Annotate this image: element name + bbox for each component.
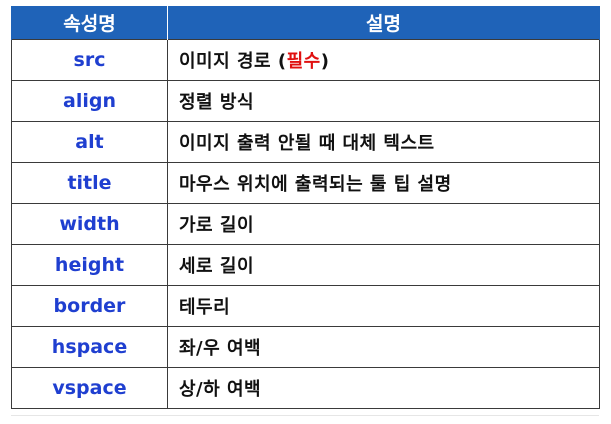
description-cell: 이미지 경로 (필수): [167, 39, 600, 81]
description-cell: 좌/우 여백: [167, 326, 600, 368]
table-row: alt 이미지 출력 안될 때 대체 텍스트: [11, 121, 600, 163]
description-text: 테두리: [179, 297, 231, 318]
header-description: 설명: [167, 6, 600, 40]
header-attribute-name: 속성명: [11, 6, 168, 40]
description-text: 이미지 경로 (: [179, 51, 287, 72]
attribute-name-cell: vspace: [11, 367, 168, 409]
header-row: 속성명 설명: [11, 6, 600, 40]
description-cell: 세로 길이: [167, 244, 600, 286]
attribute-name-cell: width: [11, 203, 168, 245]
description-text: 정렬 방식: [179, 92, 255, 113]
attribute-name-cell: alt: [11, 121, 168, 163]
description-cell: 테두리: [167, 285, 600, 327]
description-text: 좌/우 여백: [179, 338, 262, 359]
table-row: border 테두리: [11, 285, 600, 327]
description-text: 세로 길이: [179, 256, 255, 277]
attribute-name-cell: border: [11, 285, 168, 327]
description-text: 상/하 여백: [179, 379, 262, 400]
table-row: title 마우스 위치에 출력되는 툴 팁 설명: [11, 162, 600, 204]
required-label: 필수: [286, 51, 321, 72]
table-row: src 이미지 경로 (필수): [11, 39, 600, 81]
table-body: src 이미지 경로 (필수) align 정렬 방식 alt 이미지 출력 안…: [11, 39, 600, 409]
description-suffix: ): [320, 51, 330, 72]
table-header: 속성명 설명: [11, 6, 600, 40]
description-text: 가로 길이: [179, 215, 255, 236]
table-row: height 세로 길이: [11, 244, 600, 286]
attribute-table: 속성명 설명 src 이미지 경로 (필수) align 정렬 방식 alt 이…: [11, 6, 600, 409]
table-row: align 정렬 방식: [11, 80, 600, 122]
bottom-divider: [11, 415, 599, 416]
attribute-name-cell: src: [11, 39, 168, 81]
description-cell: 가로 길이: [167, 203, 600, 245]
description-text: 마우스 위치에 출력되는 툴 팁 설명: [179, 174, 452, 195]
description-text: 이미지 출력 안될 때 대체 텍스트: [179, 133, 435, 154]
attribute-name-cell: hspace: [11, 326, 168, 368]
description-cell: 이미지 출력 안될 때 대체 텍스트: [167, 121, 600, 163]
description-cell: 상/하 여백: [167, 367, 600, 409]
attribute-name-cell: title: [11, 162, 168, 204]
attribute-name-cell: height: [11, 244, 168, 286]
table-row: vspace 상/하 여백: [11, 367, 600, 409]
description-cell: 정렬 방식: [167, 80, 600, 122]
table-row: hspace 좌/우 여백: [11, 326, 600, 368]
description-cell: 마우스 위치에 출력되는 툴 팁 설명: [167, 162, 600, 204]
attribute-name-cell: align: [11, 80, 168, 122]
table-row: width 가로 길이: [11, 203, 600, 245]
